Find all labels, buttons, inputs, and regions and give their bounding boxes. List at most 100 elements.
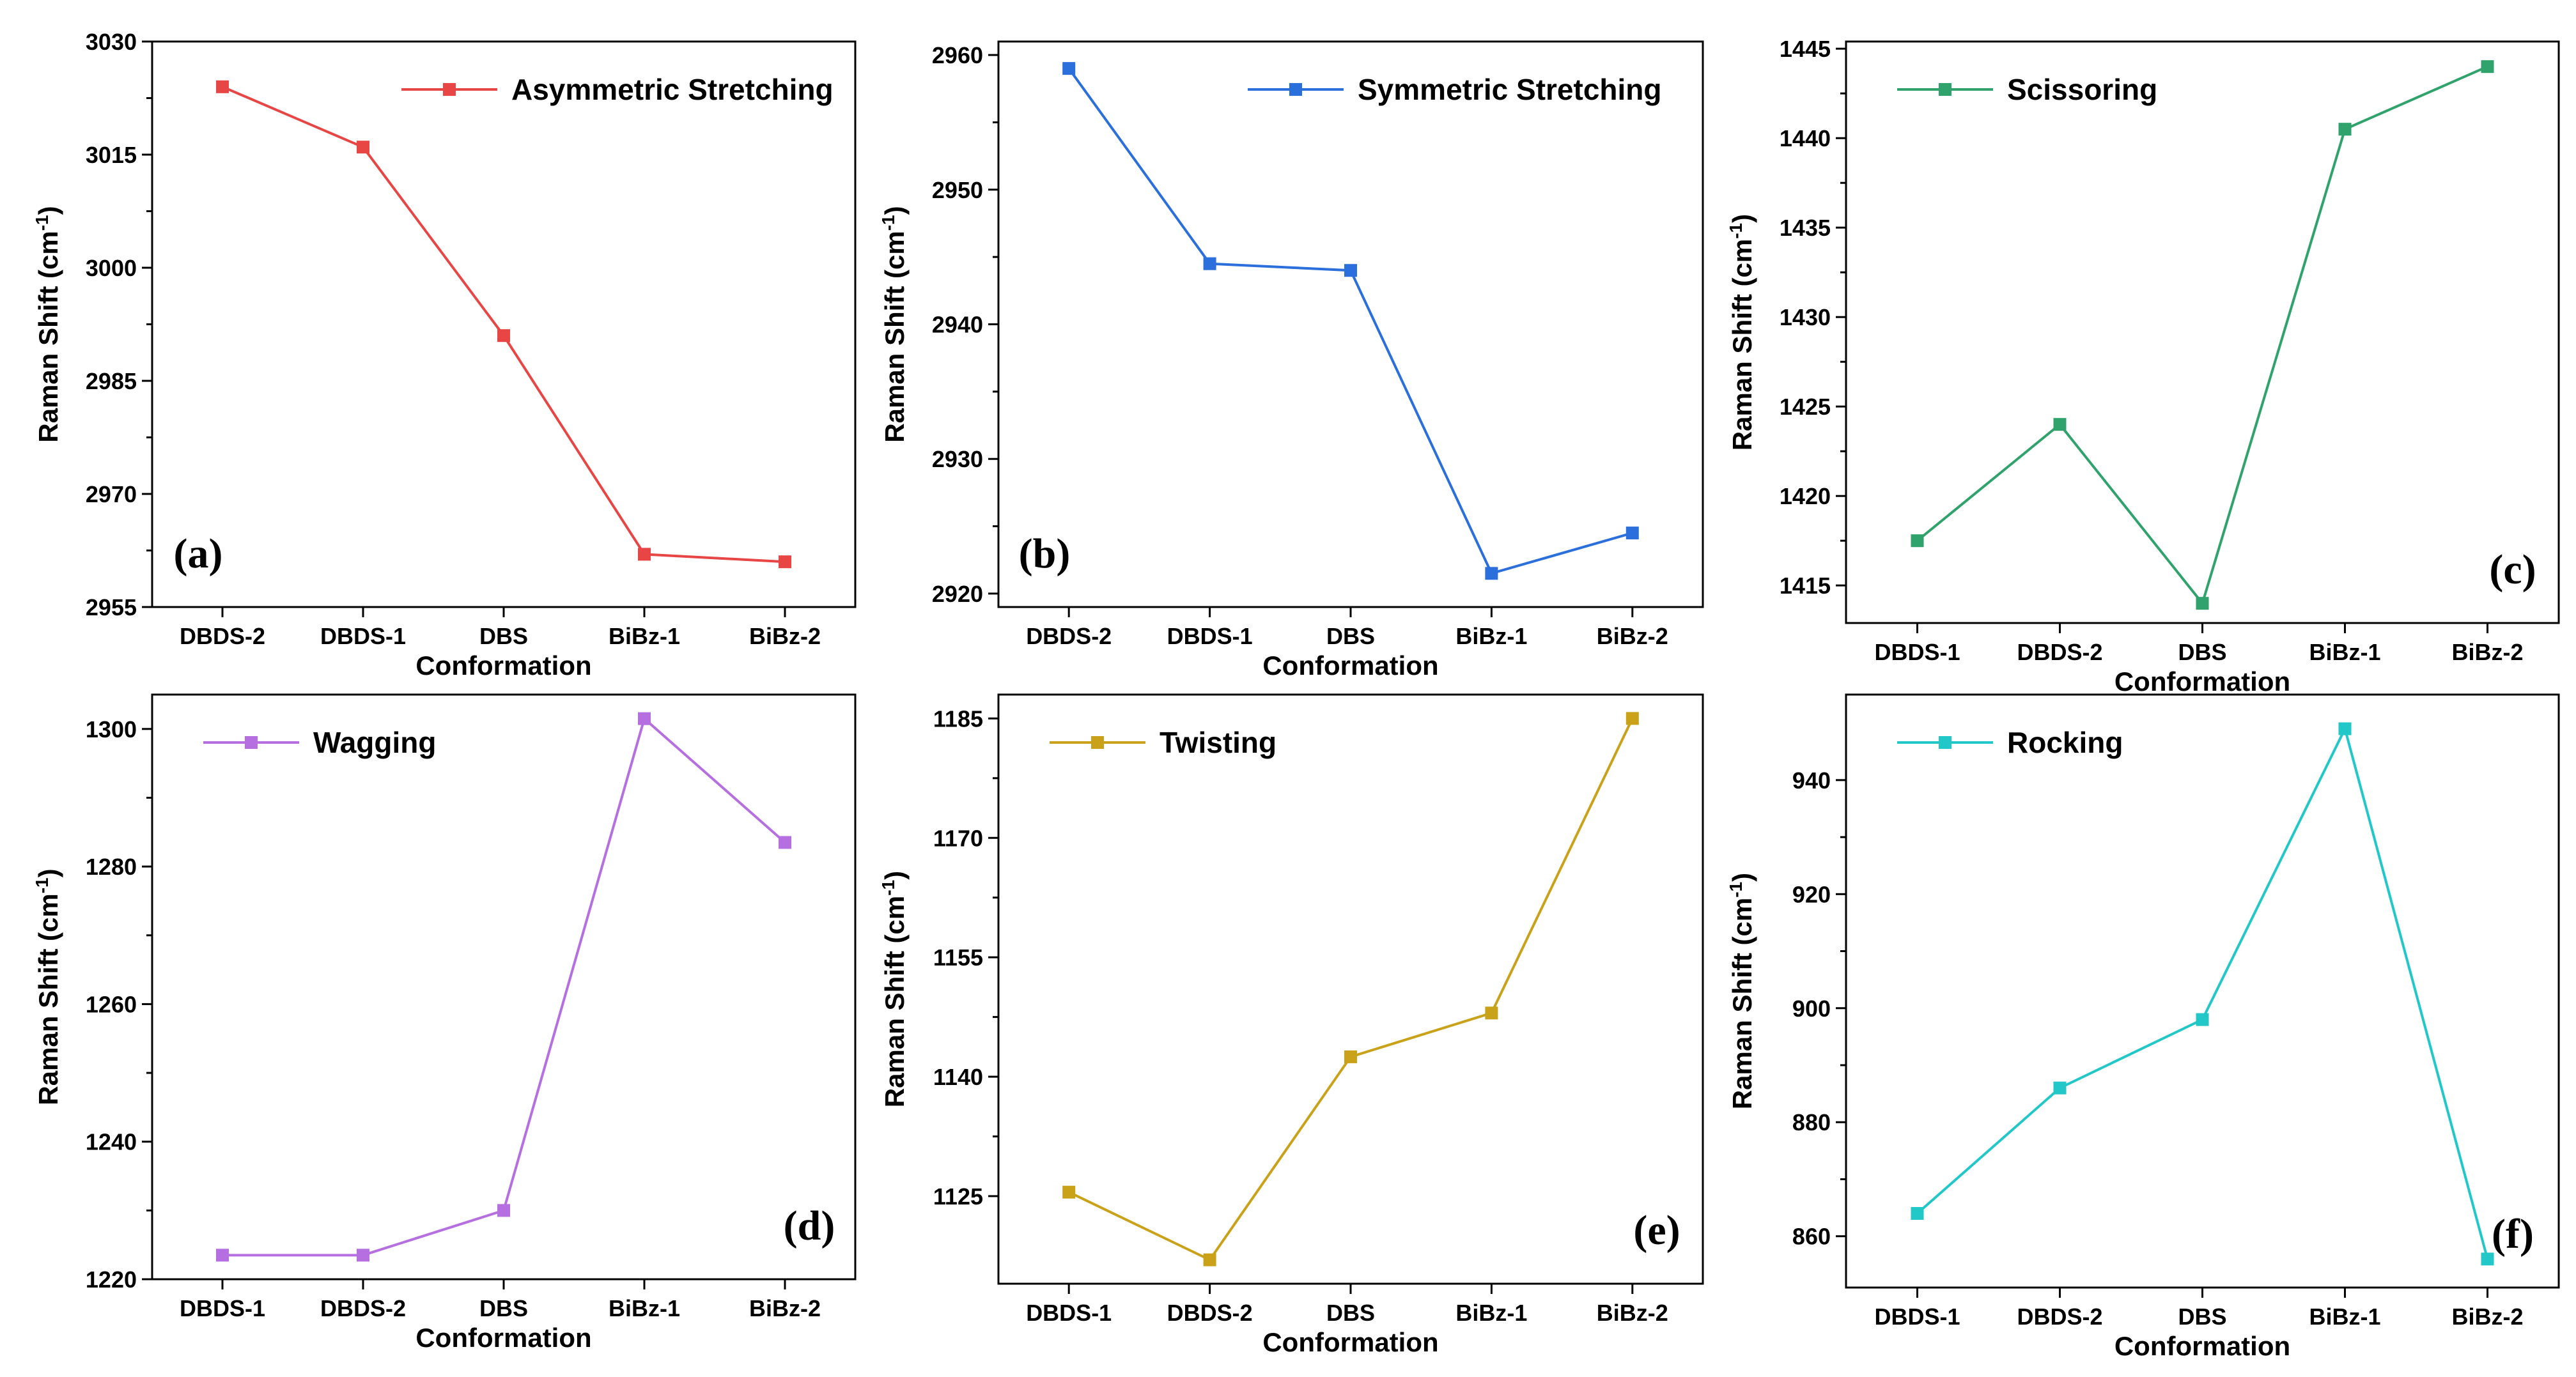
plot-frame: [997, 40, 1704, 608]
panel-label: (d): [784, 1203, 835, 1249]
y-axis-title: Raman Shift (cm-1): [32, 206, 64, 442]
legend-marker: [245, 736, 258, 749]
legend-marker: [1939, 736, 1951, 749]
y-tick-label: 900: [1792, 996, 1831, 1022]
data-point: [497, 1204, 510, 1217]
legend-label: Wagging: [313, 726, 436, 759]
data-point: [2481, 1252, 2494, 1266]
x-tick-label: DBS: [479, 1295, 528, 1321]
data-point: [2196, 1013, 2209, 1026]
x-tick-label: DBDS-2: [320, 1295, 406, 1321]
x-tick-label: DBS: [2178, 1304, 2226, 1330]
y-tick-label: 1430: [1780, 304, 1831, 330]
data-point: [638, 712, 651, 725]
plot-frame: [997, 693, 1704, 1285]
data-point: [1203, 1253, 1216, 1266]
data-point: [779, 555, 791, 569]
data-point: [1911, 534, 1924, 548]
y-tick-label: 1125: [933, 1183, 983, 1210]
y-tick-label: 2920: [932, 581, 983, 607]
data-point: [1911, 1207, 1924, 1220]
data-point: [2481, 60, 2494, 73]
panel-label: (a): [174, 530, 223, 577]
x-tick-label: DBDS-1: [180, 1295, 265, 1321]
x-axis-title: Conformation: [2114, 1331, 2290, 1361]
y-tick-label: 3015: [86, 142, 137, 168]
x-tick-label: DBDS-2: [1167, 1300, 1253, 1326]
x-tick-label: DBDS-2: [1026, 623, 1112, 649]
panel-label: (b): [1019, 530, 1071, 577]
panel-label: (c): [2489, 546, 2536, 593]
chart-panel-4: 1220 1240 1260 1280 1300 DBDS-1 DBDS-2 DBS BiBz-…: [32, 693, 857, 1353]
chart-panel-6: 860 880 900 920 940 DBDS-1 DBDS-2 DBS BiBz-1 BiBz…: [1726, 693, 2560, 1361]
data-point: [357, 141, 369, 154]
legend-marker: [1091, 736, 1104, 749]
y-tick-label: 2985: [86, 368, 137, 394]
data-point: [1485, 1006, 1498, 1020]
data-point: [1485, 567, 1498, 580]
y-tick-label: 1280: [86, 854, 137, 880]
y-tick-label: 2960: [932, 42, 983, 68]
x-tick-label: DBDS-1: [1026, 1300, 1112, 1326]
y-tick-label: 2955: [86, 594, 137, 620]
y-tick-label: 1185: [933, 705, 983, 732]
x-tick-label: DBDS-2: [2017, 639, 2102, 665]
data-point: [216, 80, 229, 93]
y-tick-label: 1170: [933, 825, 983, 851]
x-axis-title: Conformation: [1262, 650, 1438, 681]
data-point: [216, 1249, 229, 1262]
x-tick-label: DBS: [1326, 623, 1375, 649]
y-tick-label: 1425: [1780, 394, 1831, 420]
y-tick-label: 880: [1792, 1109, 1831, 1135]
x-tick-label: DBDS-1: [1874, 1304, 1960, 1330]
x-tick-label: BiBz-2: [749, 1295, 821, 1321]
legend-label: Scissoring: [2007, 73, 2157, 106]
data-point: [2338, 722, 2352, 735]
x-tick-label: DBDS-1: [1874, 639, 1960, 665]
x-tick-label: BiBz-1: [609, 1295, 680, 1321]
data-point: [2053, 418, 2067, 431]
x-tick-label: BiBz-2: [2451, 639, 2523, 665]
data-point: [1344, 264, 1357, 277]
x-tick-label: BiBz-2: [1597, 1300, 1668, 1326]
y-axis-title: Raman Shift (cm-1): [32, 868, 64, 1105]
y-tick-label: 1300: [86, 716, 137, 742]
x-tick-label: BiBz-1: [1455, 623, 1527, 649]
x-tick-label: DBDS-1: [320, 623, 406, 649]
chart-panel-2: 2920 2930 2940 2950 2960 DBDS-2 DBDS-1 DBS BiBz-…: [878, 40, 1704, 681]
x-tick-label: DBDS-2: [2017, 1304, 2102, 1330]
chart-panel-3: 1415 1420 1425 1430 1435 1440 1445 DBDS-1 DBDS-2…: [1726, 36, 2560, 696]
plot-frame: [151, 40, 857, 608]
x-tick-label: DBDS-2: [180, 623, 265, 649]
data-point: [1203, 257, 1216, 270]
y-tick-label: 1435: [1780, 215, 1831, 241]
data-point: [357, 1249, 369, 1262]
y-tick-label: 2930: [932, 446, 983, 472]
legend-label: Asymmetric Stretching: [511, 73, 834, 106]
series-line: [1916, 725, 2489, 1259]
data-point: [779, 836, 791, 849]
series-line: [1067, 67, 1633, 575]
y-tick-label: 2970: [86, 481, 137, 507]
plot-frame: [151, 693, 857, 1281]
y-tick-label: 3000: [86, 255, 137, 281]
x-tick-label: BiBz-1: [2309, 639, 2380, 665]
y-tick-label: 1415: [1780, 573, 1831, 599]
y-tick-label: 1440: [1780, 125, 1831, 151]
y-tick-label: 1445: [1780, 36, 1831, 62]
chart-panel-1: 2955 2970 2985 3000 3015 3030 DBDS-2 DBDS-1 DBS B…: [32, 29, 857, 681]
x-tick-label: DBS: [2178, 639, 2226, 665]
y-axis-title: Raman Shift (cm-1): [1726, 873, 1758, 1109]
y-tick-label: 3030: [86, 29, 137, 55]
y-axis-title: Raman Shift (cm-1): [1726, 214, 1758, 450]
x-axis-title: Conformation: [1262, 1327, 1438, 1357]
data-point: [497, 329, 510, 342]
series-line: [222, 85, 786, 564]
y-tick-label: 920: [1792, 881, 1831, 907]
data-point: [1062, 62, 1076, 75]
y-tick-label: 1140: [933, 1064, 983, 1090]
data-point: [1626, 527, 1639, 540]
legend-label: Rocking: [2007, 726, 2123, 759]
legend-label: Symmetric Stretching: [1358, 73, 1661, 106]
y-tick-label: 1420: [1780, 483, 1831, 509]
